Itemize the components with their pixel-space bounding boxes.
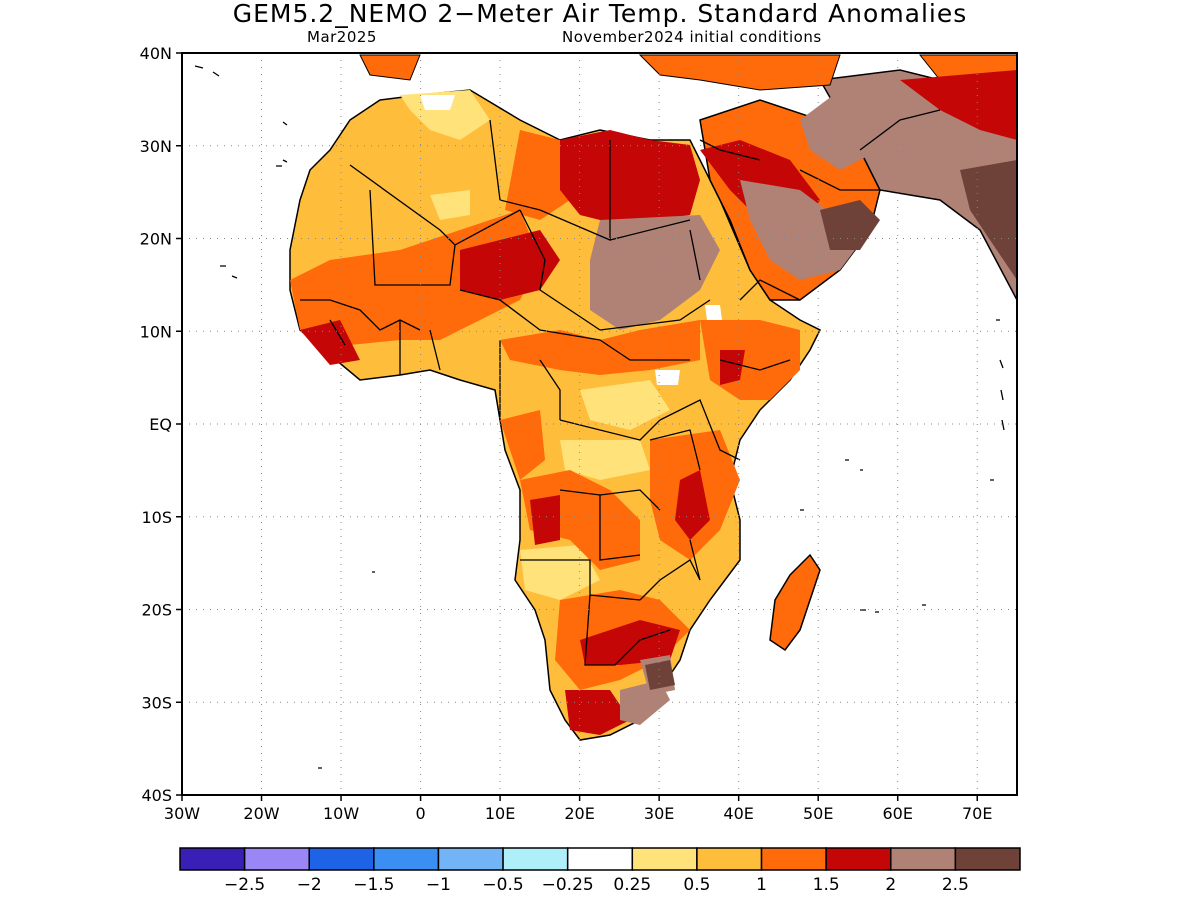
lat-label: 40S xyxy=(141,786,172,805)
colorbar-swatch xyxy=(437,847,504,871)
graticule xyxy=(182,53,1017,795)
colorbar-label: 1.5 xyxy=(813,875,840,895)
colorbar: −2.5 −2 −1.5 −1 −0.5 −0.25 0.25 0.5 1 1.5 2 2.5 xyxy=(179,847,1021,895)
colorbar-label: −0.25 xyxy=(542,875,594,895)
longitude-axis: 30W 20W 10W 0 10E 20E 30E 40E 50E 60E 70E xyxy=(164,795,992,823)
lon-label: 30E xyxy=(644,804,674,823)
lon-label: 10E xyxy=(485,804,515,823)
anomaly-patches xyxy=(290,70,1017,735)
lat-label: 30N xyxy=(140,137,172,156)
lat-label: 20S xyxy=(141,601,172,620)
lon-label: 40E xyxy=(723,804,753,823)
mediterranean-north-land xyxy=(359,54,841,91)
map-title: GEM5.2_NEMO 2−Meter Air Temp. Standard A… xyxy=(232,0,968,28)
lon-label: 50E xyxy=(803,804,833,823)
lat-label: 10S xyxy=(141,508,172,527)
lat-label: 10N xyxy=(140,322,172,341)
colorbar-swatch xyxy=(631,847,698,871)
colorbar-label: −2 xyxy=(297,875,322,895)
colorbar-label: −1 xyxy=(426,875,451,895)
lat-label: 20N xyxy=(140,230,172,249)
colorbar-swatch xyxy=(373,847,440,871)
lon-label: 10W xyxy=(323,804,359,823)
colorbar-swatch xyxy=(179,847,246,871)
colorbar-swatch xyxy=(566,847,634,871)
latitude-axis: 40N 30N 20N 10N EQ 10S 20S 30S 40S xyxy=(140,44,182,805)
colorbar-label: 0.5 xyxy=(683,875,710,895)
lat-label: 40N xyxy=(140,44,172,63)
colorbar-swatch xyxy=(825,847,892,871)
colorbar-label: −2.5 xyxy=(224,875,265,895)
madagascar xyxy=(769,553,821,652)
colorbar-swatch xyxy=(696,847,763,871)
colorbar-label: −0.5 xyxy=(482,875,523,895)
anomaly-map xyxy=(194,54,1017,769)
lon-label: 20W xyxy=(243,804,279,823)
colorbar-swatch xyxy=(954,847,1021,871)
country-borders xyxy=(300,109,941,666)
forecast-month: Mar2025 xyxy=(307,28,377,46)
colorbar-label: 2.5 xyxy=(942,875,969,895)
lon-label: 0 xyxy=(415,804,425,823)
colorbar-label: 1 xyxy=(756,875,767,895)
lon-label: 60E xyxy=(882,804,912,823)
colorbar-swatch xyxy=(243,847,310,871)
colorbar-swatch xyxy=(890,847,957,871)
colorbar-label: −1.5 xyxy=(353,875,394,895)
colorbar-label: 0.25 xyxy=(613,875,651,895)
colorbar-swatch xyxy=(308,847,375,871)
colorbar-label: 2 xyxy=(885,875,896,895)
lon-label: 30W xyxy=(164,804,200,823)
colorbar-swatch xyxy=(502,847,569,871)
lat-label: 30S xyxy=(141,693,172,712)
lat-label: EQ xyxy=(149,415,172,434)
colorbar-swatch xyxy=(760,847,827,871)
initial-conditions: November2024 initial conditions xyxy=(562,28,822,46)
lon-label: 20E xyxy=(564,804,594,823)
lon-label: 70E xyxy=(962,804,992,823)
